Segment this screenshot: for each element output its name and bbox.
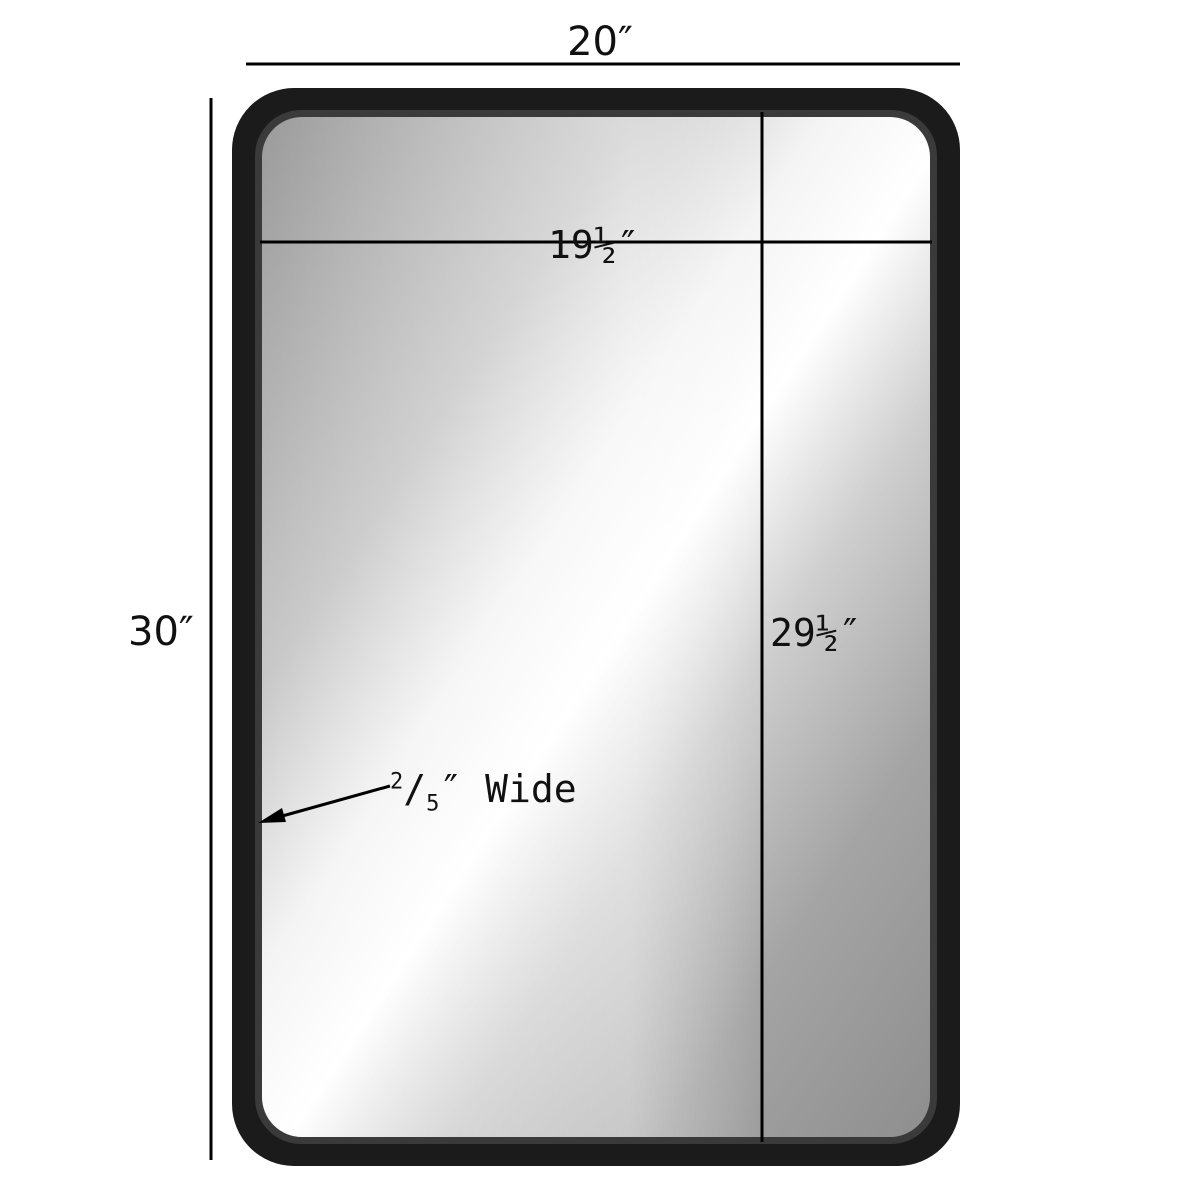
frame-width-suffix: ″ Wide [439, 767, 577, 811]
glass-height-label: 29½″ [770, 611, 862, 655]
overall-width-label: 20″ [567, 19, 633, 65]
overall-height-label: 30″ [128, 609, 194, 655]
frame-width-label: 2/5″ Wide [390, 767, 577, 817]
frame-width-arrowhead [258, 808, 286, 823]
frame-width-denominator: 5 [426, 791, 440, 817]
frame-width-arrow-line [267, 784, 391, 822]
glass-width-label: 19½″ [548, 223, 640, 267]
frame-width-numerator: 2 [390, 769, 404, 795]
